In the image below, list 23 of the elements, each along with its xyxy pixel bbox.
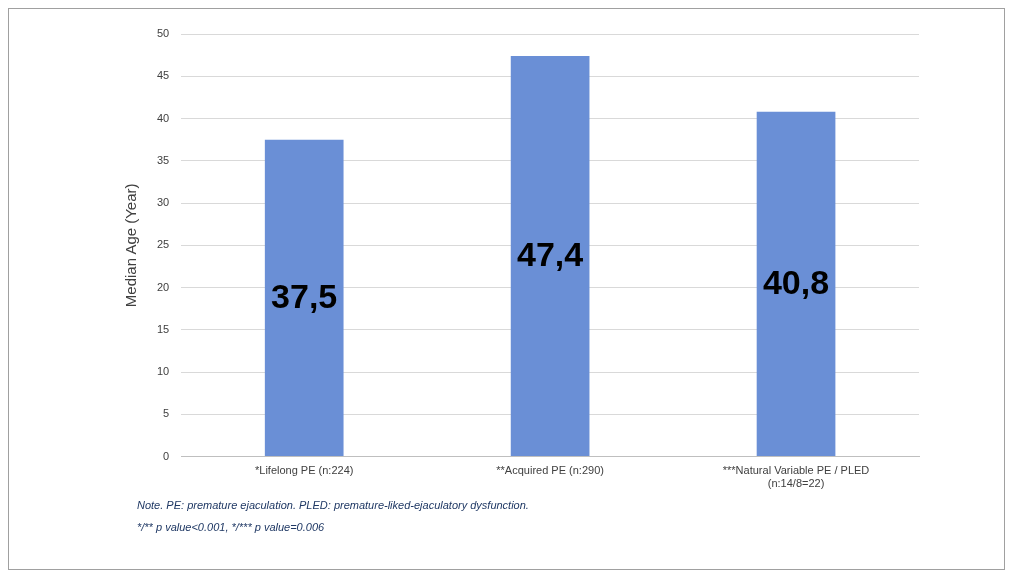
y-tick-label: 5 xyxy=(163,407,170,420)
data-label: 47,4 xyxy=(517,234,584,273)
x-tick-label: *Lifelong PE (n:224) xyxy=(254,464,354,477)
text: */** p value<0.001, */*** p value=0.006 xyxy=(137,521,326,533)
x-tick-label: ***Natural Variable PE / PLED (n:14/8=22) xyxy=(722,464,870,490)
y-tick-label: 40 xyxy=(156,111,170,124)
x-tick-label: **Acquired PE (n:290) xyxy=(496,464,604,477)
y-tick-label: 35 xyxy=(156,153,170,166)
data-label: 40,8 xyxy=(762,262,830,301)
y-tick-label: 45 xyxy=(156,69,170,82)
bar xyxy=(264,139,344,457)
y-axis-title: Median Age (Year) xyxy=(122,183,140,308)
y-tick-label: 0 xyxy=(163,449,170,462)
bar xyxy=(756,111,836,457)
y-tick-label: 50 xyxy=(156,27,170,40)
text: Note. PE: premature ejaculation. PLED: premature-liked-ejaculatory dysfunction. xyxy=(137,499,530,511)
y-tick-label: 10 xyxy=(156,365,170,378)
y-tick-label: 15 xyxy=(156,322,170,335)
y-tick-label: 25 xyxy=(156,238,170,251)
y-tick-label: 30 xyxy=(156,196,170,209)
data-label: 37,5 xyxy=(271,276,338,315)
y-tick-label: 20 xyxy=(156,280,170,293)
bar xyxy=(510,55,590,457)
